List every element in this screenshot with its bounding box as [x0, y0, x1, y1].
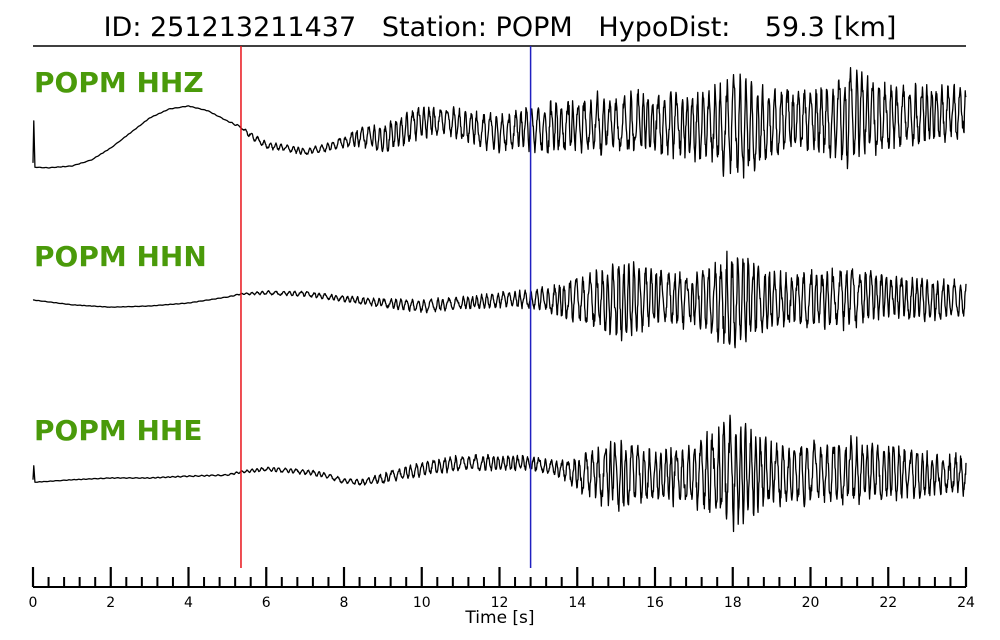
chart-title: ID: 251213211437 Station: POPM HypoDist:…	[104, 12, 897, 43]
x-tick-label: 10	[413, 595, 431, 611]
trace-panels: POPM HHZ POPM HHN POPM HHE	[32, 66, 967, 533]
x-tick-label: 2	[106, 595, 115, 611]
trace-label-1: POPM HHZ	[34, 66, 204, 99]
x-tick-label: 8	[340, 595, 349, 611]
x-tick-label: 14	[568, 595, 586, 611]
x-tick-label: 22	[879, 595, 897, 611]
x-tick-label: 18	[724, 595, 742, 611]
trace-label-2: POPM HHN	[34, 240, 207, 273]
x-tick-label: 20	[802, 595, 820, 611]
waveform-trace-3	[32, 414, 967, 533]
x-tick-label: 4	[184, 595, 193, 611]
x-tick-label: 24	[957, 595, 975, 611]
x-tick-label: 0	[29, 595, 38, 611]
x-tick-label: 12	[491, 595, 509, 611]
waveform-trace-2	[32, 250, 967, 349]
waveform-trace-1	[32, 66, 967, 179]
phase-pick-lines	[240, 46, 532, 568]
trace-label-3: POPM HHE	[34, 414, 202, 447]
time-axis: 0 2 4 6 8 10 12 14 16 18 20 22 24	[29, 567, 975, 611]
x-tick-label: 6	[262, 595, 271, 611]
x-axis-label: Time [s]	[464, 608, 534, 628]
x-tick-label: 16	[646, 595, 664, 611]
